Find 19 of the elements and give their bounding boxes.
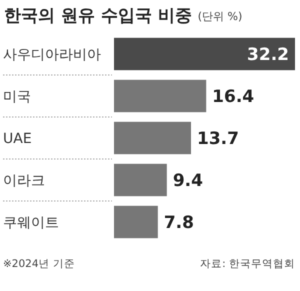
data-label: 7.8 — [164, 213, 194, 233]
data-label: 32.2 — [247, 45, 289, 65]
data-label: 9.4 — [172, 171, 204, 191]
y-tick-label: 쿠웨이트 — [3, 215, 59, 231]
data-label: 16.4 — [212, 87, 254, 107]
y-tick-label: UAE — [3, 131, 32, 147]
chart-title: 한국의 원유 수입국 비중 — [4, 6, 192, 26]
bar — [114, 80, 206, 112]
y-tick-label: 미국 — [3, 89, 31, 105]
chart-subtitle: (단위 %) — [198, 10, 242, 23]
bar — [114, 164, 167, 196]
y-tick-label: 이라크 — [3, 173, 45, 189]
bar — [114, 122, 192, 154]
data-label: 13.7 — [197, 129, 239, 149]
text: 자료: 한국무역협회 — [200, 258, 295, 270]
y-tick-label: 사우디아라비아 — [3, 47, 101, 63]
bar — [114, 38, 295, 70]
bar — [114, 206, 158, 238]
text: ※2024년 기준 — [3, 258, 75, 270]
